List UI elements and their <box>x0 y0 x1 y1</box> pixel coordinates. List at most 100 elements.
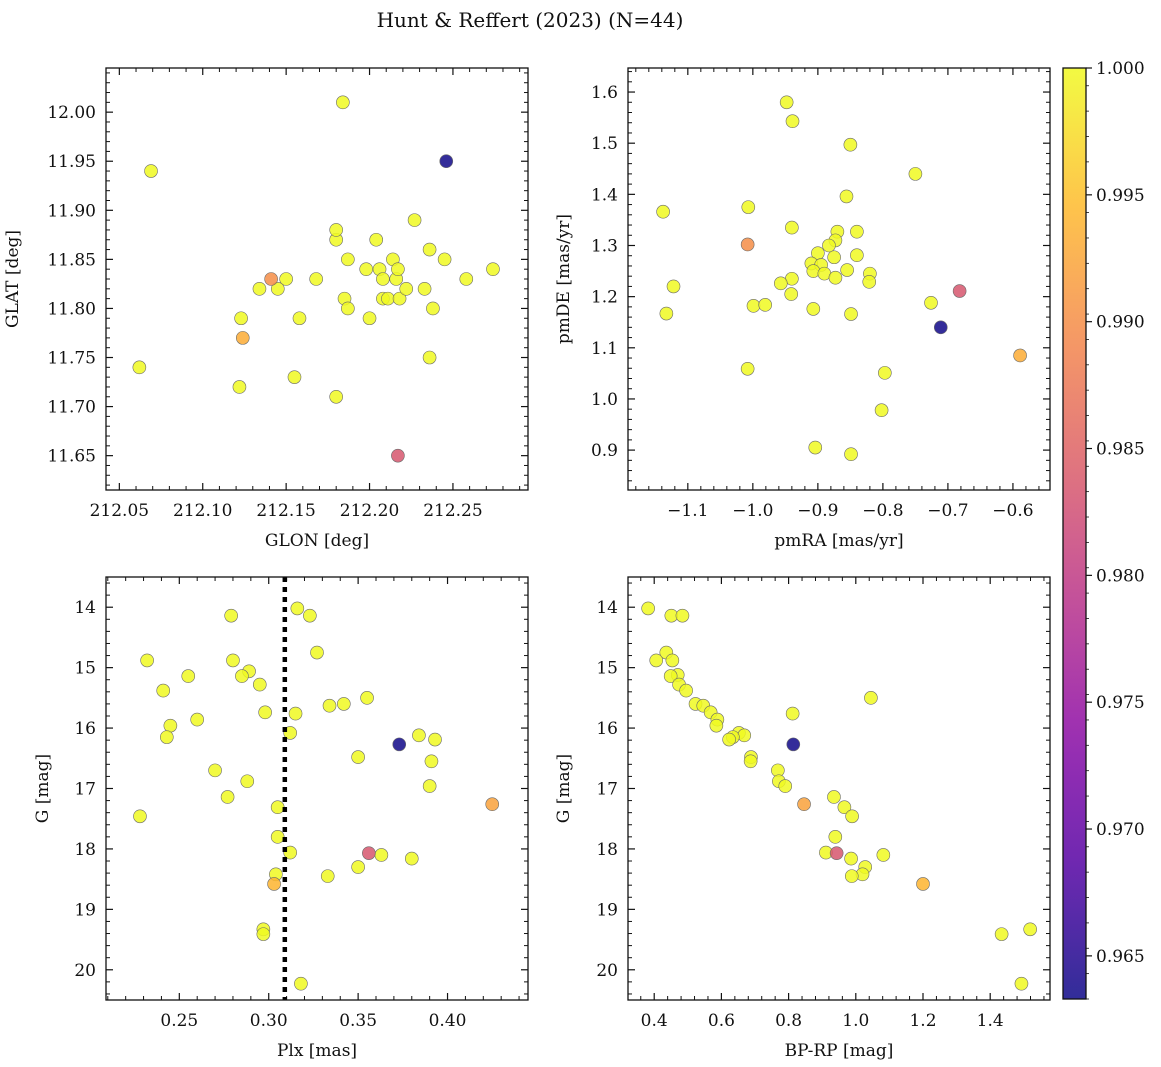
x-axis-label: BP-RP [mag] <box>785 1041 894 1061</box>
data-point <box>391 262 405 276</box>
data-point <box>850 248 864 263</box>
data-point <box>663 669 678 683</box>
data-point <box>737 728 752 743</box>
y-tick-label: 0.9 <box>591 441 618 461</box>
data-point <box>359 262 374 276</box>
colorbar-tick-label: 0.990 <box>1096 313 1145 333</box>
x-tick-label: −0.6 <box>992 501 1033 521</box>
axes-frame <box>627 67 1051 491</box>
data-point <box>785 220 799 235</box>
data-point <box>952 284 967 298</box>
y-tick-label: 20 <box>596 961 618 981</box>
data-point <box>407 213 422 227</box>
y-tick-label: 1.2 <box>591 288 618 308</box>
data-point <box>220 790 235 804</box>
data-point <box>829 846 844 860</box>
y-tick-label: 16 <box>74 719 96 739</box>
y-tick-label: 11.75 <box>47 349 96 369</box>
data-point <box>924 295 938 310</box>
figure-title: Hunt & Reffert (2023) (N=44) <box>377 8 684 32</box>
data-point <box>351 860 365 874</box>
data-point <box>270 830 285 844</box>
colorbar-tick-label: 0.970 <box>1096 820 1145 840</box>
data-point <box>362 846 376 860</box>
colorbar-tick-label: 0.965 <box>1096 947 1145 967</box>
data-point <box>322 698 337 713</box>
data-point <box>437 252 452 267</box>
x-tick-label: 212.05 <box>90 501 149 521</box>
data-point <box>163 718 178 733</box>
data-point <box>746 299 761 313</box>
data-point <box>786 737 801 752</box>
x-axis-label: GLON [deg] <box>265 531 369 551</box>
data-point <box>391 448 405 463</box>
data-point <box>267 877 281 891</box>
x-tick-label: 1.0 <box>842 1011 869 1031</box>
data-point <box>908 167 923 181</box>
data-point <box>252 677 267 692</box>
y-tick-label: 1.4 <box>591 185 618 205</box>
data-point <box>828 270 843 285</box>
y-tick-label: 11.95 <box>47 152 96 172</box>
x-tick-label: 0.30 <box>250 1011 288 1031</box>
data-point <box>994 927 1009 941</box>
data-point <box>369 232 384 247</box>
data-point <box>392 737 407 752</box>
data-point <box>743 754 758 769</box>
panel-pmra-pmde: −1.1 −1.0 −0.9 −0.8 −0.7 −0.6 0.9 1.0 1.1 1.2 1.3 1… <box>554 67 1051 551</box>
data-point <box>827 790 841 804</box>
x-axis-label: pmRA [mas/yr] <box>774 531 903 551</box>
data-point <box>181 669 196 683</box>
y-tick-label: 14 <box>596 598 618 618</box>
axes-frame <box>105 67 529 491</box>
data-point <box>341 301 355 316</box>
data-point <box>785 114 800 128</box>
data-point <box>822 238 836 253</box>
data-point <box>329 389 343 404</box>
axes-frame <box>105 576 529 1001</box>
data-point <box>1023 922 1037 937</box>
colorbar-tick-label: 1.000 <box>1096 59 1145 79</box>
data-point <box>133 809 147 824</box>
data-point <box>679 683 693 698</box>
y-tick-label: 1.6 <box>591 83 618 103</box>
y-axis-label: G [mag] <box>33 754 53 823</box>
data-point <box>839 189 854 204</box>
data-point <box>412 728 426 743</box>
data-point <box>240 774 255 789</box>
data-point <box>666 279 681 294</box>
x-tick-label: −1.1 <box>667 501 708 521</box>
data-point <box>376 272 390 286</box>
data-point <box>374 848 389 862</box>
data-point <box>774 276 788 291</box>
data-point <box>740 361 755 376</box>
data-point <box>675 608 690 623</box>
data-point <box>294 976 308 991</box>
colorbar-gradient <box>1063 68 1086 999</box>
y-axis-label: G [mag] <box>554 754 574 823</box>
data-point <box>234 311 248 326</box>
data-point <box>279 272 293 286</box>
data-point <box>320 869 335 883</box>
data-point <box>140 653 154 668</box>
y-axis-label: pmDE [mas/yr] <box>554 214 574 344</box>
data-point <box>144 164 158 178</box>
data-point <box>309 272 323 286</box>
data-point <box>224 608 238 623</box>
data-point <box>290 601 305 616</box>
y-tick-label: 16 <box>596 719 618 739</box>
data-point <box>381 291 395 306</box>
data-point <box>878 366 892 380</box>
data-point <box>303 608 317 623</box>
y-tick-label: 20 <box>74 961 96 981</box>
y-tick-label: 11.90 <box>47 201 96 221</box>
x-tick-label: −0.8 <box>862 501 903 521</box>
data-point <box>778 779 793 793</box>
data-point <box>156 683 171 698</box>
data-point <box>840 263 854 277</box>
data-point <box>426 301 440 316</box>
x-tick-label: 0.6 <box>708 1011 735 1031</box>
data-point <box>362 311 377 326</box>
x-tick-label: 212.15 <box>256 501 315 521</box>
data-point <box>417 282 432 296</box>
